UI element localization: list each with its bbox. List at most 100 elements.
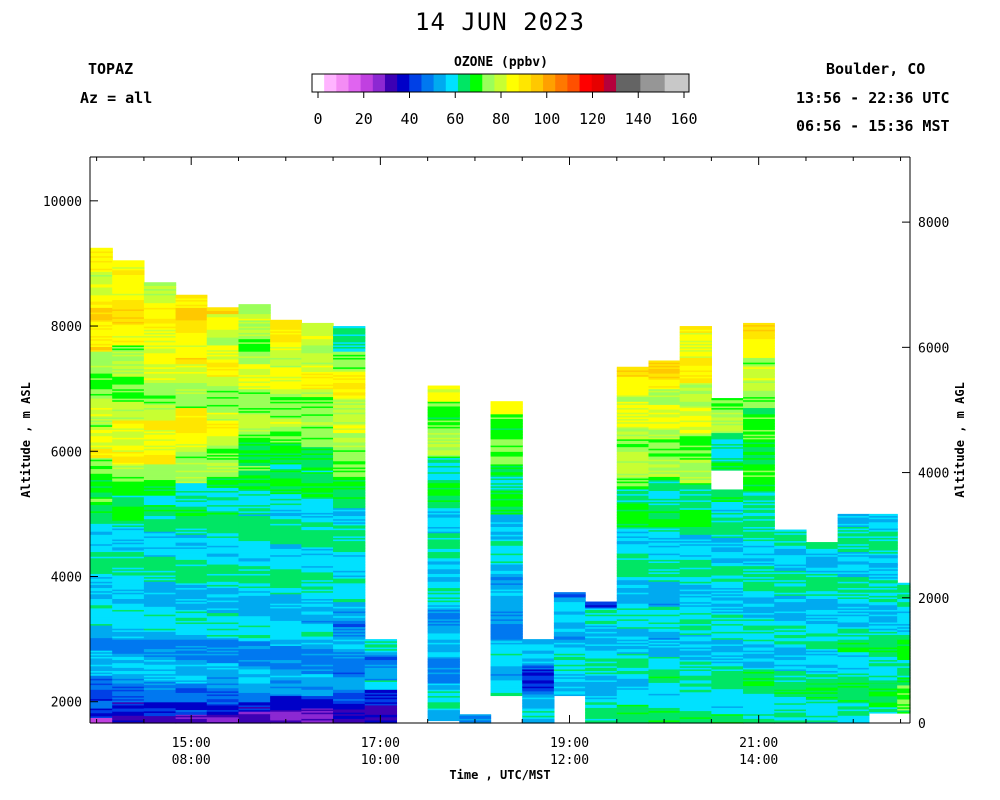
colorbar-swatch [384, 74, 398, 92]
ozone-cell [679, 455, 712, 459]
ozone-cell [743, 413, 775, 416]
ozone-cell [648, 493, 681, 496]
ozone-cell [143, 291, 177, 294]
ozone-cell [301, 632, 334, 636]
ozone-cell [90, 667, 113, 670]
ozone-cell [112, 712, 145, 715]
ozone-cell [175, 333, 208, 337]
colorbar-swatch [470, 74, 483, 92]
ozone-cell [490, 607, 523, 610]
ozone-cell [90, 618, 113, 621]
ozone-cell [270, 454, 302, 457]
ozone-cell [490, 679, 523, 682]
ozone-cell [868, 595, 898, 598]
ozone-cell [805, 664, 839, 667]
ozone-cell [648, 574, 681, 578]
ozone-cell [333, 427, 366, 430]
ozone-cell [143, 646, 177, 650]
ozone-cell [206, 515, 240, 518]
ozone-cell [679, 379, 712, 382]
ozone-cell [585, 678, 618, 681]
ozone-cell [616, 429, 650, 432]
ozone-cell [711, 656, 744, 659]
ozone-cell [616, 388, 650, 391]
ozone-cell [238, 524, 271, 528]
ozone-cell [206, 692, 240, 695]
ozone-cell [648, 465, 681, 468]
ozone-cell [679, 434, 712, 437]
ozone-cell [238, 430, 271, 434]
ozone-cell [112, 553, 145, 556]
ozone-cell [616, 635, 650, 639]
ozone-cell [301, 681, 334, 684]
ozone-cell [774, 673, 807, 676]
ozone-cell [270, 612, 302, 615]
ozone-cell [805, 581, 839, 584]
ozone-cell [679, 639, 712, 642]
ozone-cell [175, 491, 208, 495]
ozone-cell [238, 502, 271, 506]
ozone-cell [112, 640, 145, 643]
ozone-cell [270, 571, 302, 574]
ozone-cell [585, 700, 618, 703]
ozone-cell [743, 672, 775, 676]
ozone-cell [553, 634, 586, 637]
ozone-cell [112, 509, 145, 512]
ozone-cell [112, 582, 145, 585]
ozone-cell [364, 657, 398, 661]
ozone-cell [805, 682, 839, 685]
ozone-cell [427, 603, 460, 606]
ozone-cell [90, 376, 113, 379]
ozone-cell [837, 626, 870, 629]
ozone-cell [743, 504, 775, 507]
ozone-cell [648, 542, 681, 545]
ozone-cell [112, 548, 145, 551]
ozone-cell [112, 707, 145, 711]
ozone-cell [270, 434, 302, 437]
ozone-cell [206, 527, 240, 531]
ozone-cell [427, 532, 460, 535]
ozone-cell [112, 466, 145, 470]
ozone-cell [711, 407, 744, 410]
ozone-cell [774, 659, 807, 662]
ozone-cell [112, 501, 145, 504]
ozone-cell [711, 642, 744, 645]
ozone-cell [364, 695, 398, 698]
ozone-cell [143, 648, 177, 651]
ozone-cell [301, 383, 334, 387]
ozone-cell [270, 410, 302, 413]
ozone-cell [711, 462, 744, 465]
ozone-cell [270, 518, 302, 521]
ozone-cell [616, 465, 650, 468]
ozone-cell [679, 510, 712, 513]
ozone-cell [774, 545, 807, 548]
ozone-cell [897, 711, 911, 714]
ozone-cell [427, 488, 460, 492]
ozone-cell [711, 639, 744, 642]
ozone-cell [90, 579, 113, 582]
ozone-cell [143, 374, 177, 377]
ozone-cell [175, 635, 208, 639]
ozone-cell [522, 703, 555, 706]
ozone-cell [143, 366, 177, 369]
ozone-cell [143, 589, 177, 592]
ozone-cell [238, 517, 271, 520]
ozone-cell [270, 387, 302, 390]
ozone-cell [364, 693, 398, 697]
ozone-cell [238, 581, 271, 584]
ozone-cell [333, 451, 366, 454]
ozone-cell [490, 659, 523, 662]
ozone-cell [301, 484, 334, 487]
ozone-cell [837, 716, 870, 719]
ozone-cell [90, 631, 113, 634]
ozone-cell [238, 379, 271, 382]
ozone-cell [364, 711, 398, 714]
ozone-cell [206, 651, 240, 654]
ozone-cell [333, 535, 366, 538]
ozone-cell [897, 670, 911, 673]
ozone-cell [648, 690, 681, 693]
ozone-cell [90, 520, 113, 523]
colorbar-swatch [312, 74, 325, 92]
ozone-cell [427, 523, 460, 526]
ozone-cell [270, 383, 302, 387]
